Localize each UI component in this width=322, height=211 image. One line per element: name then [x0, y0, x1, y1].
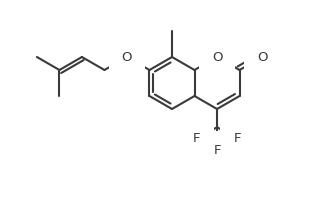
- Text: O: O: [257, 50, 267, 64]
- Text: F: F: [233, 132, 241, 145]
- Text: F: F: [213, 144, 221, 157]
- Text: F: F: [193, 132, 201, 145]
- Text: O: O: [212, 50, 222, 64]
- Text: O: O: [122, 50, 132, 64]
